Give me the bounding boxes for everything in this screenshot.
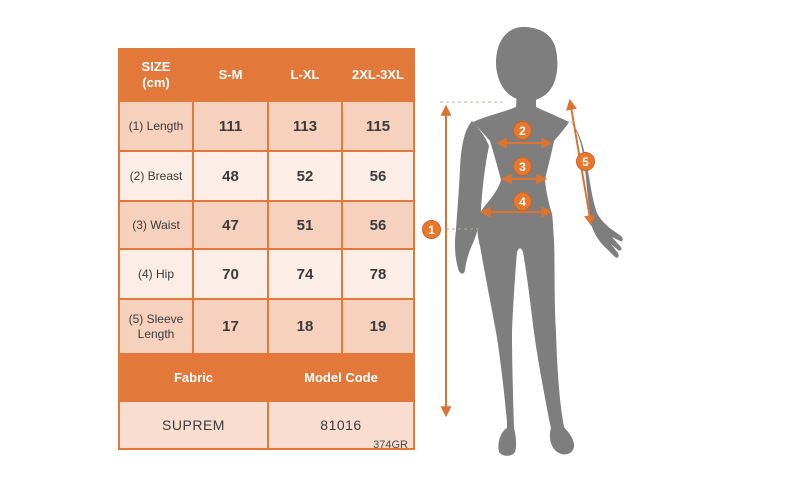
marker-3-waist: 3 <box>513 157 532 176</box>
row-label-sleeve-length: (5) Sleeve Length <box>120 300 192 353</box>
column-header-lxl: L-XL <box>269 50 341 100</box>
model-code-header: Model Code <box>269 355 413 400</box>
silhouette-right-arm <box>570 121 623 258</box>
table-corner-header: SIZE (cm) <box>120 50 192 100</box>
size-table: SIZE (cm) S-M L-XL 2XL-3XL (1) Length 11… <box>118 48 415 450</box>
breast-value-lxl: 52 <box>269 152 341 200</box>
row-label-length: (1) Length <box>120 102 192 150</box>
waist-value-lxl: 51 <box>269 202 341 248</box>
model-code-value: 81016 <box>269 402 413 448</box>
row-label-breast: (2) Breast <box>120 152 192 200</box>
hip-value-lxl: 74 <box>269 250 341 298</box>
marker-5-sleeve: 5 <box>576 152 595 171</box>
column-header-2xl3xl: 2XL-3XL <box>343 50 413 100</box>
length-value-2xl3xl: 115 <box>343 102 413 150</box>
sleeve-value-lxl: 18 <box>269 300 341 353</box>
marker-1-length: 1 <box>422 220 441 239</box>
row-label-hip: (4) Hip <box>120 250 192 298</box>
row-label-waist: (3) Waist <box>120 202 192 248</box>
waist-value-2xl3xl: 56 <box>343 202 413 248</box>
fabric-value: SUPREM <box>120 402 267 448</box>
breast-value-sm: 48 <box>194 152 267 200</box>
marker-4-hip: 4 <box>513 192 532 211</box>
sleeve-value-2xl3xl: 19 <box>343 300 413 353</box>
hip-value-2xl3xl: 78 <box>343 250 413 298</box>
breast-value-2xl3xl: 56 <box>343 152 413 200</box>
column-header-sm: S-M <box>194 50 267 100</box>
waist-value-sm: 47 <box>194 202 267 248</box>
length-value-sm: 111 <box>194 102 267 150</box>
silhouette-head <box>496 26 558 101</box>
silhouette-left-arm <box>454 121 489 274</box>
sleeve-value-sm: 17 <box>194 300 267 353</box>
product-code-note: 374GR <box>373 439 408 451</box>
fabric-header: Fabric <box>120 355 267 400</box>
length-value-lxl: 113 <box>269 102 341 150</box>
hip-value-sm: 70 <box>194 250 267 298</box>
marker-2-breast: 2 <box>513 121 532 140</box>
silhouette-body <box>473 90 575 456</box>
